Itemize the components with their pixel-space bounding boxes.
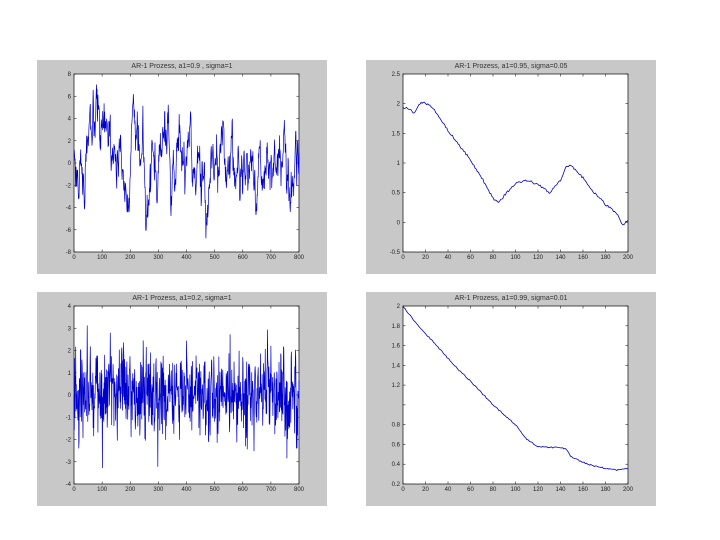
y-tick-label: 2 [397, 102, 401, 108]
y-tick-label: 4 [68, 117, 72, 123]
x-tick-label: 20 [422, 255, 429, 261]
y-tick-label: -4 [66, 482, 72, 488]
x-tick-label: 600 [238, 255, 249, 261]
y-tick-label: 1.4 [392, 363, 401, 369]
x-tick-label: 100 [97, 255, 108, 261]
y-tick-label: 1.2 [392, 383, 401, 389]
x-tick-label: 120 [533, 487, 544, 493]
series-line [402, 101, 629, 226]
x-tick-label: 80 [490, 255, 497, 261]
x-tick-label: 180 [600, 487, 611, 493]
x-tick-label: 800 [294, 255, 305, 261]
line-chart-3: 0 100 200 300 400 500 600 700 800 -4 -3 -2 -1 0 1 2 3 4 [66, 304, 305, 493]
y-tick-label: 0.6 [392, 442, 401, 448]
y-tick-label: -3 [66, 460, 72, 466]
y-tick-label: -8 [66, 250, 72, 256]
chart-panel-1: AR-1 Prozess, a1=0.9 , sigma=1 0 100 200 30… [37, 60, 327, 274]
x-tick-label: 500 [210, 255, 221, 261]
y-tick-label: 0 [68, 393, 72, 399]
x-tick-label: 160 [578, 487, 589, 493]
chart-title: AR-1 Prozess, a1=0.9 , sigma=1 [131, 63, 233, 70]
y-tick-label: 0 [68, 161, 72, 167]
y-tick-label: 6 [68, 94, 72, 100]
x-tick-label: 140 [555, 255, 566, 261]
x-tick-label: 40 [445, 487, 452, 493]
x-tick-label: 200 [125, 487, 136, 493]
x-tick-label: 400 [181, 487, 192, 493]
chart-panel-3: AR-1 Prozess, a1=0.2, sigma=1 0 100 200 300… [37, 292, 327, 506]
x-tick-label: 500 [210, 487, 221, 493]
y-tick-label: -2 [66, 438, 72, 444]
plot-area [402, 73, 629, 253]
y-tick-label: 0 [397, 220, 401, 226]
x-tick-label: 700 [266, 487, 277, 493]
x-tick-label: 60 [467, 255, 474, 261]
x-tick-label: 800 [294, 487, 305, 493]
x-tick-label: 100 [510, 487, 521, 493]
x-tick-label: 80 [490, 487, 497, 493]
x-tick-label: 20 [422, 487, 429, 493]
y-tick-label: -0.5 [390, 250, 401, 256]
y-tick-label: -4 [66, 206, 72, 212]
y-tick-label: 0.2 [392, 482, 401, 488]
y-tick-label: -1 [66, 415, 72, 421]
y-tick-label: 1 [68, 371, 72, 377]
x-tick-label: 60 [467, 487, 474, 493]
x-tick-label: 0 [401, 255, 405, 261]
y-tick-label: 1.6 [392, 344, 401, 350]
y-tick-label: 3 [68, 326, 72, 332]
x-tick-label: 0 [72, 255, 76, 261]
x-tick-label: 180 [600, 255, 611, 261]
line-chart-2: 0 20 40 60 80 100 120 140 160 180 200-0.500.511.52… [390, 72, 634, 261]
series-line [402, 306, 629, 471]
y-tick-label: 2 [68, 139, 72, 145]
chart-title: AR-1 Prozess, a1=0.2, sigma=1 [132, 295, 232, 302]
series-line [73, 325, 300, 469]
chart-title: AR-1 Prozess, a1=0.99, sigma=0.01 [454, 295, 568, 302]
y-tick-label: 1.8 [392, 324, 401, 330]
y-tick-label: 2.5 [392, 72, 401, 78]
y-tick-label: 8 [68, 72, 72, 78]
line-chart-4: 0 20 40 60 80 100 120 140 160 180 200 0.2 0.4 0.6 0.8 1… [392, 304, 634, 493]
series-line [73, 84, 300, 239]
y-tick-label: 0.8 [392, 423, 401, 429]
x-tick-label: 400 [181, 255, 192, 261]
chart-title: AR-1 Prozess, a1=0.95, sigma=0.05 [454, 63, 568, 70]
y-tick-label: -2 [66, 183, 72, 189]
x-tick-label: 600 [238, 487, 249, 493]
x-tick-label: 0 [401, 487, 405, 493]
x-tick-label: 200 [623, 255, 634, 261]
x-tick-label: 700 [266, 255, 277, 261]
y-tick-label: 2 [397, 304, 401, 310]
y-tick-label: 0.4 [392, 462, 401, 468]
x-tick-label: 200 [125, 255, 136, 261]
y-tick-label: 0.5 [392, 191, 401, 197]
x-tick-label: 120 [533, 255, 544, 261]
x-tick-label: 40 [445, 255, 452, 261]
x-tick-label: 100 [97, 487, 108, 493]
x-tick-label: 160 [578, 255, 589, 261]
chart-panel-4: AR-1 Prozess, a1=0.99, sigma=0.01 0 20 40 6… [366, 292, 656, 506]
plot-area [402, 305, 629, 485]
x-tick-label: 100 [510, 255, 521, 261]
x-tick-label: 300 [153, 487, 164, 493]
y-tick-label: 1 [397, 161, 401, 167]
y-tick-label: -6 [66, 228, 72, 234]
y-tick-label: 2 [68, 349, 72, 355]
chart-panel-2: AR-1 Prozess, a1=0.95, sigma=0.05 0 20 40 6… [366, 60, 656, 274]
x-tick-label: 0 [72, 487, 76, 493]
line-chart-1: 0 100 200 300 400 500 600 700 800 -8 -6 -4 -2 0 2 4 6 8 [66, 72, 305, 261]
x-tick-label: 300 [153, 255, 164, 261]
y-tick-label: 1.5 [392, 131, 401, 137]
x-tick-label: 140 [555, 487, 566, 493]
y-tick-label: 4 [68, 304, 72, 310]
x-tick-label: 200 [623, 487, 634, 493]
